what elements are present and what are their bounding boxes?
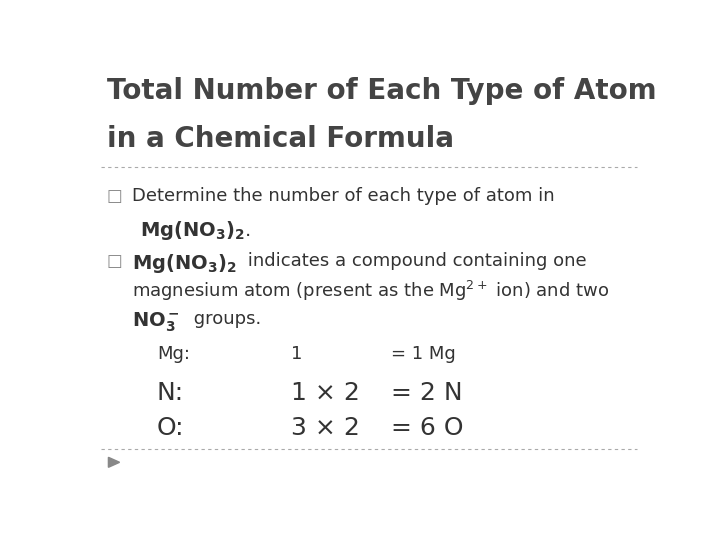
Text: 1: 1 — [291, 346, 302, 363]
Text: $\mathbf{Mg(NO_3)_2}$.: $\mathbf{Mg(NO_3)_2}$. — [140, 219, 251, 241]
Text: $\mathbf{Mg(NO_3)_2}$: $\mathbf{Mg(NO_3)_2}$ — [132, 252, 237, 275]
Text: Determine the number of each type of atom in: Determine the number of each type of ato… — [132, 187, 554, 205]
Text: $\mathbf{NO_3^-}$: $\mathbf{NO_3^-}$ — [132, 310, 179, 334]
Text: Mg:: Mg: — [157, 346, 190, 363]
Text: = 6 O: = 6 O — [392, 416, 464, 440]
Polygon shape — [109, 457, 120, 467]
Text: 3 × 2: 3 × 2 — [291, 416, 360, 440]
Text: in a Chemical Formula: in a Chemical Formula — [107, 125, 454, 153]
Text: Total Number of Each Type of Atom: Total Number of Each Type of Atom — [107, 77, 657, 105]
Text: magnesium atom (present as the Mg$^{2+}$ ion) and two: magnesium atom (present as the Mg$^{2+}$… — [132, 279, 609, 303]
Text: groups.: groups. — [188, 310, 261, 328]
Text: = 1 Mg: = 1 Mg — [392, 346, 456, 363]
Text: 1 × 2: 1 × 2 — [291, 381, 360, 405]
Text: = 2 N: = 2 N — [392, 381, 463, 405]
Text: O:: O: — [157, 416, 184, 440]
Text: N:: N: — [157, 381, 184, 405]
Text: □: □ — [107, 252, 122, 270]
Text: □: □ — [107, 187, 122, 205]
Text: indicates a compound containing one: indicates a compound containing one — [242, 252, 586, 270]
